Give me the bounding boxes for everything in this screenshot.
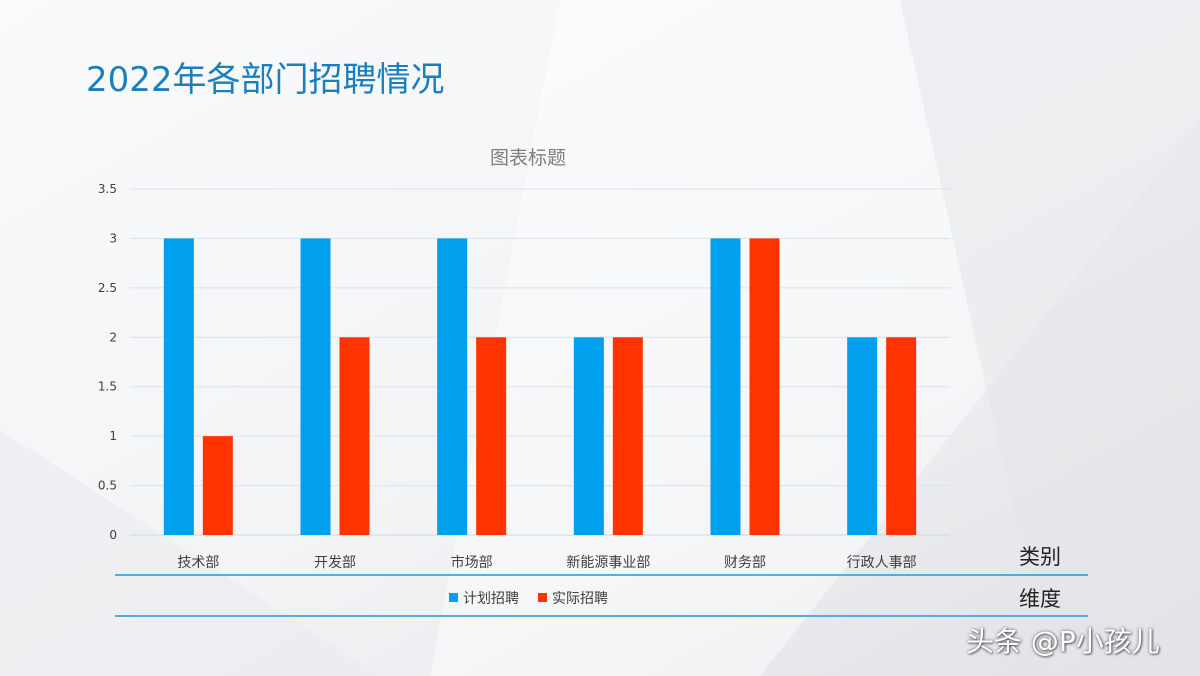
x-tick-label: 开发部 bbox=[314, 555, 356, 571]
chart-title: 图表标题 bbox=[490, 147, 566, 169]
y-tick-label: 3.5 bbox=[98, 182, 117, 196]
dimension-annotation: 维度 bbox=[1019, 587, 1061, 611]
y-tick-label: 1 bbox=[109, 429, 117, 443]
bar-planned-0 bbox=[163, 238, 194, 535]
y-tick-label: 0.5 bbox=[98, 479, 117, 493]
legend-label-1: 实际招聘 bbox=[552, 591, 608, 607]
y-tick-label: 1.5 bbox=[98, 380, 117, 394]
legend: 计划招聘 实际招聘 bbox=[449, 591, 608, 607]
bar-actual-0 bbox=[202, 436, 233, 535]
x-tick-label: 行政人事部 bbox=[847, 555, 917, 571]
legend-swatch-0 bbox=[449, 593, 458, 602]
x-tick-label: 市场部 bbox=[451, 554, 493, 571]
bar-actual-3 bbox=[612, 337, 643, 535]
x-axis: 技术部 开发部 市场部 新能源事业部 财务部 行政人事部 bbox=[177, 554, 916, 571]
bar-actual-2 bbox=[476, 337, 507, 535]
bar-planned-3 bbox=[573, 337, 604, 535]
bar-planned-5 bbox=[847, 337, 878, 535]
bar-planned-1 bbox=[300, 238, 331, 535]
x-tick-label: 新能源事业部 bbox=[566, 555, 650, 571]
bar-actual-1 bbox=[339, 337, 370, 535]
watermark: 头条 @P小孩儿 bbox=[966, 625, 1160, 658]
legend-swatch-1 bbox=[538, 593, 547, 602]
y-tick-label: 2 bbox=[109, 330, 117, 344]
bar-planned-2 bbox=[437, 238, 468, 535]
legend-label-0: 计划招聘 bbox=[463, 591, 519, 607]
gridlines bbox=[130, 188, 950, 536]
category-annotation: 类别 bbox=[1019, 545, 1061, 569]
y-tick-label: 2.5 bbox=[98, 281, 117, 295]
bar-actual-5 bbox=[886, 337, 917, 535]
bar-planned-4 bbox=[710, 238, 741, 535]
x-tick-label: 技术部 bbox=[177, 555, 219, 571]
x-tick-label: 财务部 bbox=[724, 555, 766, 571]
y-tick-label: 3 bbox=[109, 231, 117, 245]
bars bbox=[163, 238, 917, 535]
y-axis: 0 0.5 1 1.5 2 2.5 3 3.5 bbox=[98, 182, 117, 542]
y-tick-label: 0 bbox=[109, 528, 117, 542]
slide-title: 2022年各部门招聘情况 bbox=[86, 60, 445, 100]
bar-actual-4 bbox=[749, 238, 780, 535]
